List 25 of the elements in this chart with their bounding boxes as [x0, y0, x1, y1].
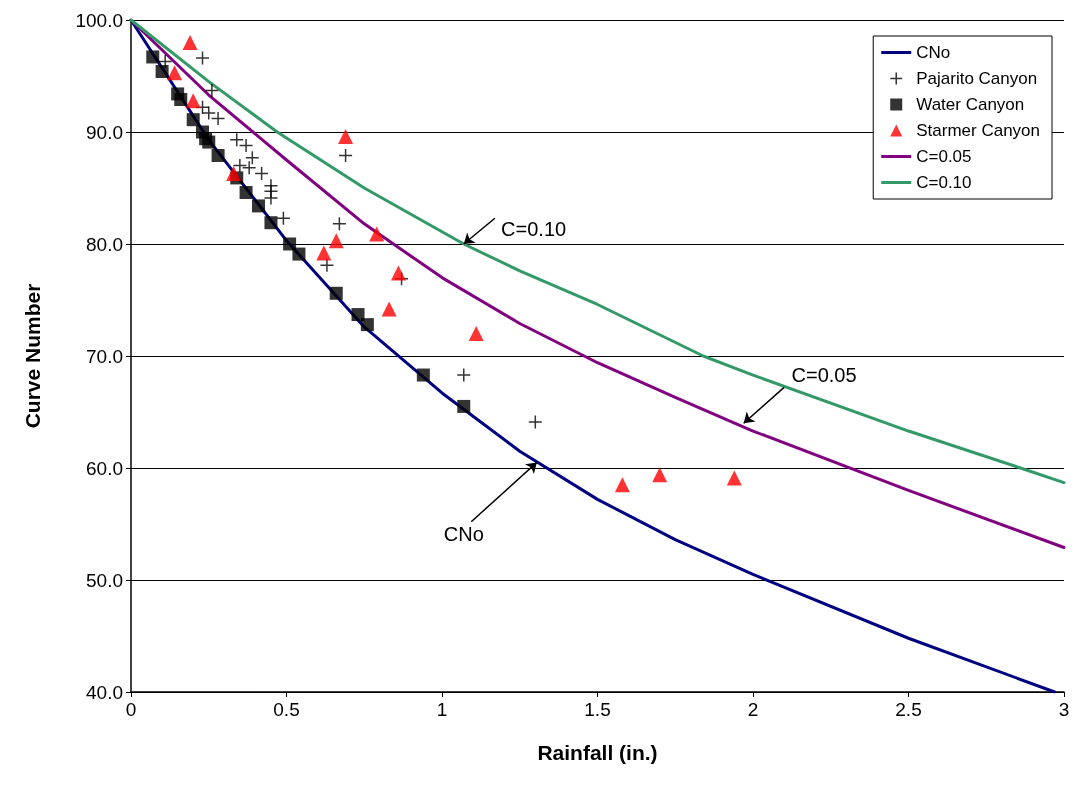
x-tick-label: 2.5	[895, 699, 922, 720]
annotation: C=0.10	[501, 218, 567, 241]
y-axis-title: Curve Number	[21, 283, 44, 429]
legend-label: C=0.10	[916, 173, 972, 192]
y-tick-label: 100.0	[75, 9, 123, 31]
y-tick-label: 60.0	[86, 457, 123, 479]
legend-label: CNo	[916, 43, 951, 62]
legend-label: Water Canyon	[916, 95, 1025, 114]
x-tick-label: 0	[125, 699, 137, 720]
x-tick-label: 3	[1058, 699, 1070, 720]
x-tick-label: 1.5	[584, 699, 611, 720]
x-tick-label: 0.5	[273, 699, 300, 720]
annotation: CNo	[443, 523, 484, 546]
x-tick-label: 1	[436, 699, 448, 720]
y-tick-label: 80.0	[86, 233, 123, 255]
annotation: C=0.05	[791, 364, 857, 387]
x-axis-title: Rainfall (in.)	[537, 741, 658, 764]
y-tick-label: 90.0	[86, 121, 123, 143]
y-tick-label: 40.0	[86, 681, 123, 703]
y-tick-label: 70.0	[86, 345, 123, 367]
y-tick-label: 50.0	[86, 569, 123, 591]
legend-label: Pajarito Canyon	[916, 69, 1038, 88]
x-tick-label: 2	[747, 699, 759, 720]
legend-label: Starmer Canyon	[916, 121, 1041, 140]
legend-label: C=0.05	[916, 147, 972, 166]
